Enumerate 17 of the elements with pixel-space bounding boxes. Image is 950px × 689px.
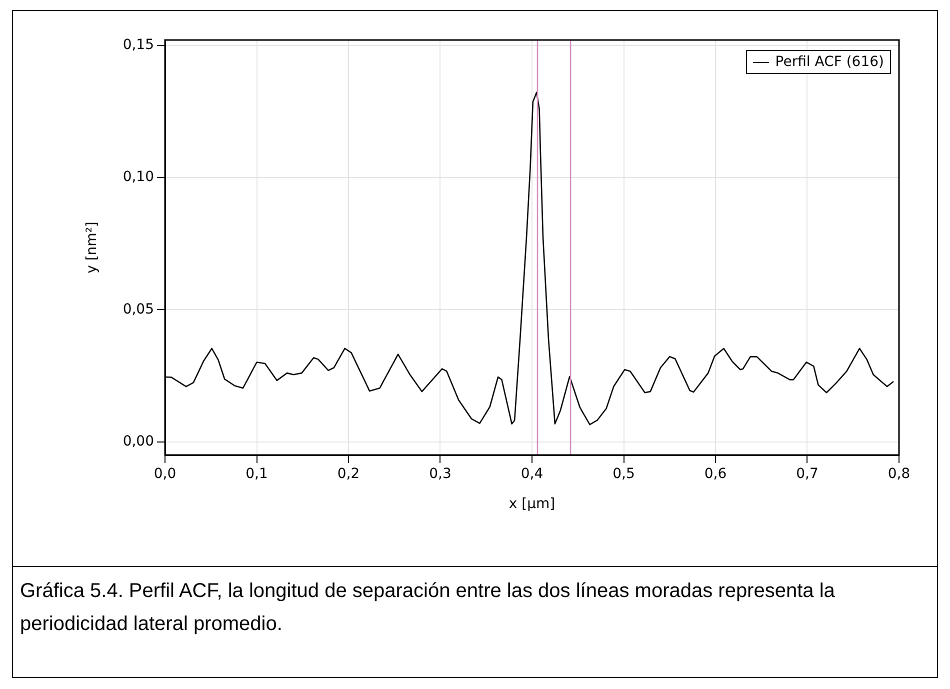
x-tick-label: 0,8	[888, 466, 910, 482]
text: Gráfica 5.4. Perfil ACF, la longitud de separación entre las dos líneas moradas representa la periodicidad lateral promedio.	[20, 579, 836, 637]
legend-label: Perfil ACF (616)	[775, 54, 884, 70]
x-tick-label: 0,4	[520, 466, 544, 482]
x-tick-label: 0,5	[612, 466, 635, 482]
x-tick-label: 0,6	[704, 466, 727, 482]
x-tick-label: 0,3	[429, 466, 452, 482]
x-axis-title: x [µm]	[508, 496, 556, 512]
x-tick-label: 0,0	[154, 466, 176, 482]
x-tick-label: 0,2	[337, 466, 360, 482]
y-tick-label: 0,00	[122, 433, 154, 450]
y-tick-label: 0,15	[122, 36, 154, 53]
y-tick-label: 0,05	[122, 301, 154, 318]
x-tick-label: 0,1	[246, 466, 268, 482]
y-tick-label: 0,10	[122, 169, 154, 186]
y-axis-title: y [nm²]	[84, 222, 100, 274]
x-tick-label: 0,7	[796, 466, 818, 482]
